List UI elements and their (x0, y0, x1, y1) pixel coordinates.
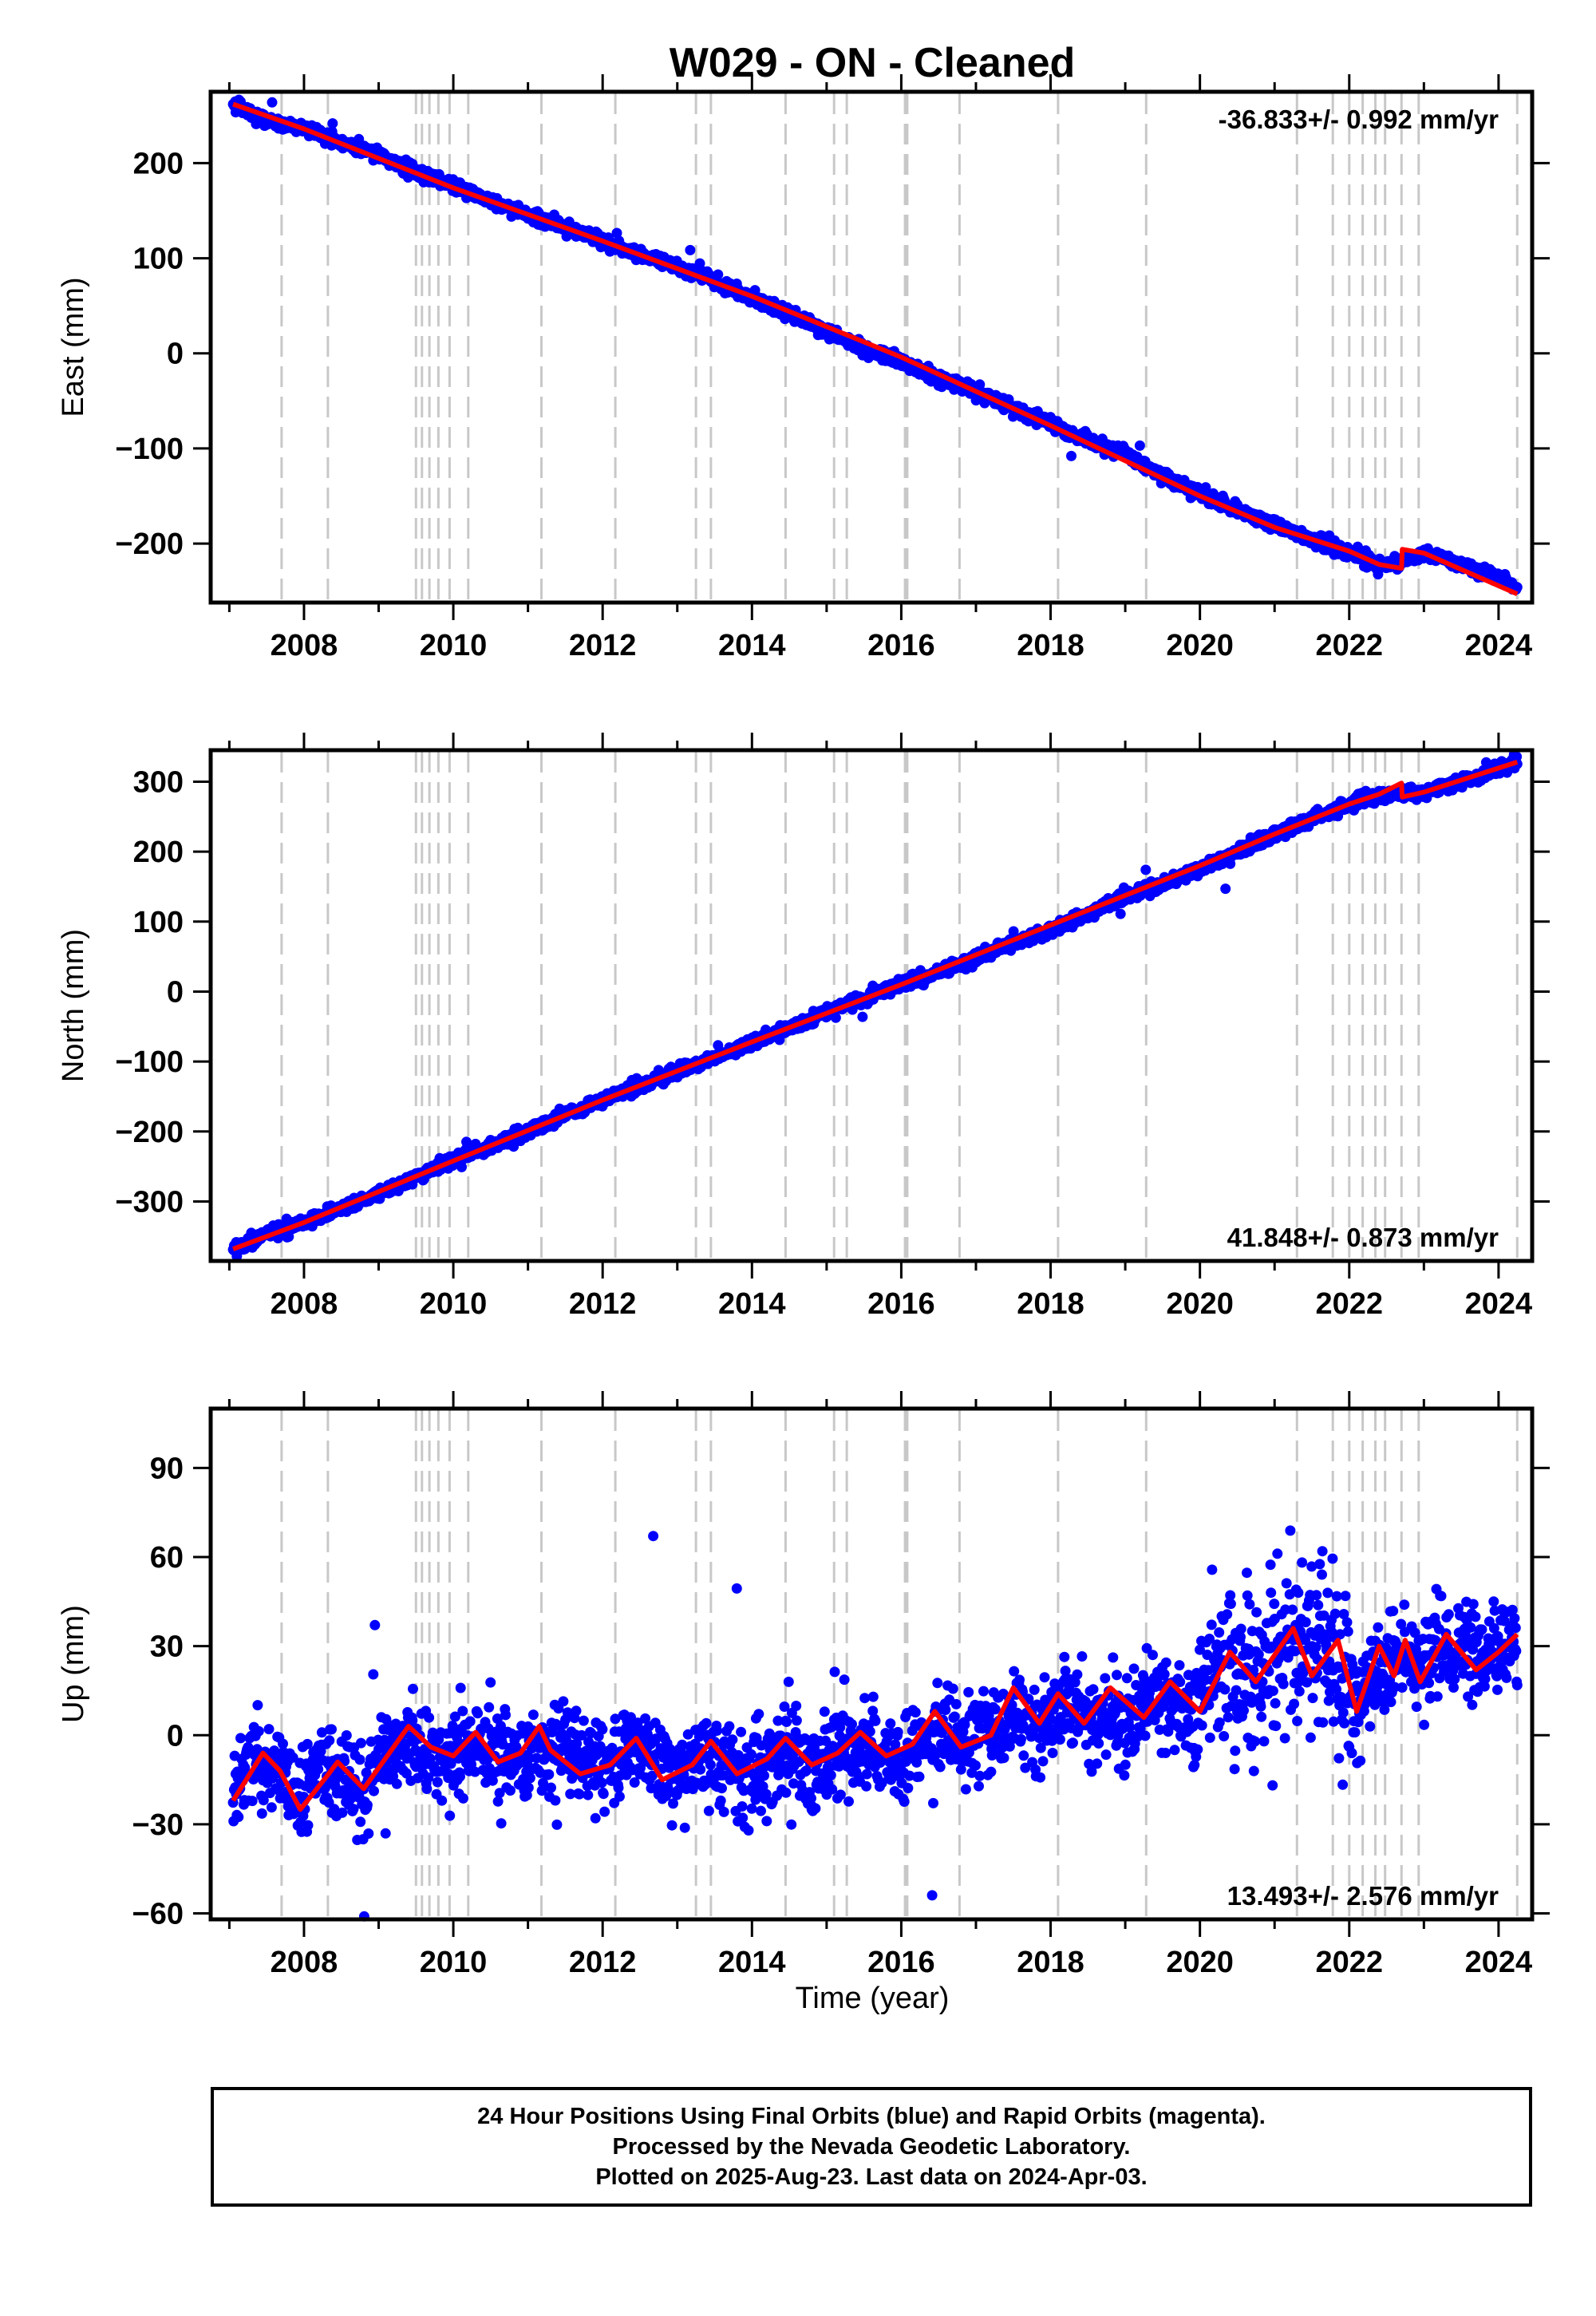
data-point (1134, 440, 1145, 451)
data-point (233, 1812, 244, 1823)
y-axis-label-north: North (mm) (57, 929, 90, 1082)
data-point (1115, 908, 1126, 919)
y-tick-label: −300 (115, 1185, 184, 1219)
x-tick-label: 2016 (867, 1287, 935, 1321)
x-tick-label: 2012 (569, 629, 637, 662)
data-point (247, 1796, 258, 1807)
y-axis-label-east: East (mm) (57, 277, 90, 417)
y-tick-label: 100 (133, 906, 184, 939)
data-point (1140, 864, 1152, 875)
x-tick-label: 2014 (718, 629, 786, 662)
y-tick-label: −200 (115, 1116, 184, 1149)
x-tick-label: 2022 (1316, 1287, 1384, 1321)
panels: 2008 2010 2012 2014 2016 2018 2020 2022 2024 −200… (57, 74, 1550, 1979)
data-point (252, 1700, 263, 1711)
x-tick-label: 2010 (420, 629, 488, 662)
x-tick-label: 2012 (569, 1287, 637, 1321)
data-point (263, 1724, 275, 1735)
y-tick-label: 300 (133, 765, 184, 799)
model-line-east (232, 101, 1519, 597)
x-tick-label: 2022 (1316, 629, 1384, 662)
x-tick-label: 2016 (867, 629, 935, 662)
x-tick-label: 2020 (1166, 1287, 1234, 1321)
panel-north: 2008 2010 2012 2014 2016 2018 2020 2022 2024 −300… (57, 733, 1550, 1321)
y-tick-label: −100 (115, 433, 184, 466)
x-tick-label: 2020 (1166, 629, 1234, 662)
x-tick-label: 2010 (420, 1287, 488, 1321)
data-point (266, 1802, 277, 1813)
data-point (235, 1733, 246, 1744)
x-tick-label: 2024 (1465, 629, 1533, 662)
data-point (267, 97, 278, 108)
data-point (327, 118, 338, 129)
panel-up: 2008 2010 2012 2014 2016 2018 2020 2022 2024−60−… (57, 1391, 1550, 1979)
x-tick-label: 2018 (1017, 1287, 1084, 1321)
chart-title: W029 - ON - Cleaned (670, 40, 1076, 86)
data-point (256, 1808, 267, 1819)
data-point (685, 244, 696, 255)
y-tick-label: 0 (167, 975, 184, 1009)
x-tick-label: 2008 (271, 629, 338, 662)
panel-east: 2008 2010 2012 2014 2016 2018 2020 2022 2024 −200… (57, 74, 1550, 662)
y-tick-label: 200 (133, 836, 184, 869)
data-point (713, 269, 724, 280)
x-tick-label: 2008 (271, 1287, 338, 1321)
x-tick-label: 2018 (1017, 629, 1084, 662)
y-tick-label: 200 (133, 147, 184, 180)
data-point (1066, 450, 1077, 461)
data-point (974, 379, 986, 390)
y-tick-label: 0 (167, 338, 184, 371)
data-point (1220, 883, 1231, 895)
y-tick-label: −100 (115, 1045, 184, 1079)
rate-label-east: -36.833+/- 0.992 mm/yr (1219, 105, 1499, 134)
y-tick-label: 100 (133, 243, 184, 276)
y-tick-label: −200 (115, 528, 184, 561)
data-point (253, 1725, 264, 1737)
data-point (857, 1011, 868, 1022)
rate-label-north: 41.848+/- 0.873 mm/yr (1227, 1223, 1499, 1252)
x-tick-label: 2024 (1465, 1287, 1533, 1321)
data-point (694, 258, 705, 269)
x-tick-label: 2014 (718, 1287, 786, 1321)
